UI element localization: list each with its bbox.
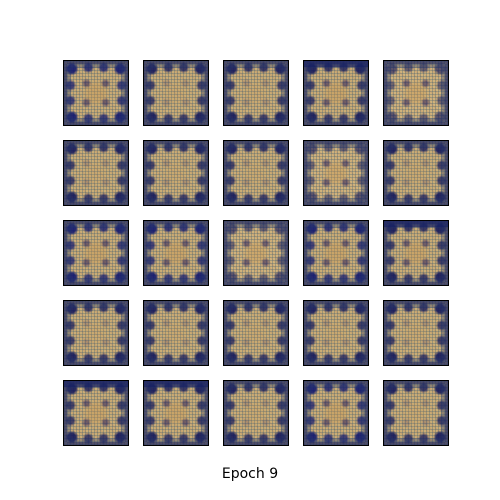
sample-image-22 xyxy=(143,380,209,446)
sample-texture-layer xyxy=(64,61,128,125)
sample-texture-layer xyxy=(384,61,448,125)
sample-texture-layer xyxy=(64,141,128,205)
sample-texture-layer xyxy=(384,381,448,445)
sample-image-3 xyxy=(223,60,289,126)
sample-texture-layer xyxy=(144,221,208,285)
sample-texture-layer xyxy=(384,301,448,365)
sample-texture-layer xyxy=(304,301,368,365)
sample-texture-layer xyxy=(384,221,448,285)
sample-image-5 xyxy=(383,60,449,126)
sample-image-11 xyxy=(63,220,129,286)
sample-texture-layer xyxy=(224,301,288,365)
sample-texture-layer xyxy=(224,61,288,125)
sample-texture-layer xyxy=(144,221,208,285)
sample-texture-layer xyxy=(304,61,368,125)
sample-texture-layer xyxy=(144,61,208,125)
sample-texture-layer xyxy=(144,141,208,205)
sample-texture-layer xyxy=(304,61,368,125)
sample-texture-layer xyxy=(64,381,128,445)
sample-image-23 xyxy=(223,380,289,446)
sample-texture-layer xyxy=(384,141,448,205)
epoch-caption: Epoch 9 xyxy=(221,466,279,482)
sample-image-6 xyxy=(63,140,129,206)
sample-texture-layer xyxy=(144,301,208,365)
sample-texture-layer xyxy=(144,381,208,445)
sample-image-16 xyxy=(63,300,129,366)
sample-texture-layer xyxy=(224,221,288,285)
sample-texture-layer xyxy=(64,301,128,365)
sample-texture-layer xyxy=(304,141,368,205)
sample-texture-layer xyxy=(304,381,368,445)
sample-image-18 xyxy=(223,300,289,366)
sample-texture-layer xyxy=(144,301,208,365)
sample-image-20 xyxy=(383,300,449,366)
sample-image-14 xyxy=(303,220,369,286)
sample-texture-layer xyxy=(64,61,128,125)
sample-image-12 xyxy=(143,220,209,286)
sample-image-17 xyxy=(143,300,209,366)
sample-texture-layer xyxy=(64,381,128,445)
sample-image-2 xyxy=(143,60,209,126)
sample-texture-layer xyxy=(224,381,288,445)
sample-texture-layer xyxy=(304,221,368,285)
sample-texture-layer xyxy=(384,381,448,445)
sample-texture-layer xyxy=(304,381,368,445)
sample-texture-layer xyxy=(304,301,368,365)
sample-texture-layer xyxy=(64,141,128,205)
sample-texture-layer xyxy=(384,141,448,205)
sample-texture-layer xyxy=(224,141,288,205)
sample-image-21 xyxy=(63,380,129,446)
sample-texture-layer xyxy=(144,141,208,205)
sample-texture-layer xyxy=(224,61,288,125)
sample-texture-layer xyxy=(384,61,448,125)
sample-texture-layer xyxy=(224,301,288,365)
sample-texture-layer xyxy=(224,381,288,445)
sample-image-24 xyxy=(303,380,369,446)
sample-texture-layer xyxy=(64,221,128,285)
sample-image-4 xyxy=(303,60,369,126)
sample-texture-layer xyxy=(144,381,208,445)
sample-image-25 xyxy=(383,380,449,446)
sample-image-7 xyxy=(143,140,209,206)
sample-image-19 xyxy=(303,300,369,366)
sample-image-10 xyxy=(383,140,449,206)
sample-texture-layer xyxy=(224,141,288,205)
sample-texture-layer xyxy=(64,301,128,365)
sample-image-9 xyxy=(303,140,369,206)
sample-texture-layer xyxy=(384,221,448,285)
sample-image-15 xyxy=(383,220,449,286)
sample-texture-layer xyxy=(304,221,368,285)
sample-texture-layer xyxy=(304,141,368,205)
sample-texture-layer xyxy=(384,301,448,365)
sample-texture-layer xyxy=(224,221,288,285)
sample-image-8 xyxy=(223,140,289,206)
sample-texture-layer xyxy=(144,61,208,125)
sample-texture-layer xyxy=(64,221,128,285)
sample-image-13 xyxy=(223,220,289,286)
sample-image-1 xyxy=(63,60,129,126)
